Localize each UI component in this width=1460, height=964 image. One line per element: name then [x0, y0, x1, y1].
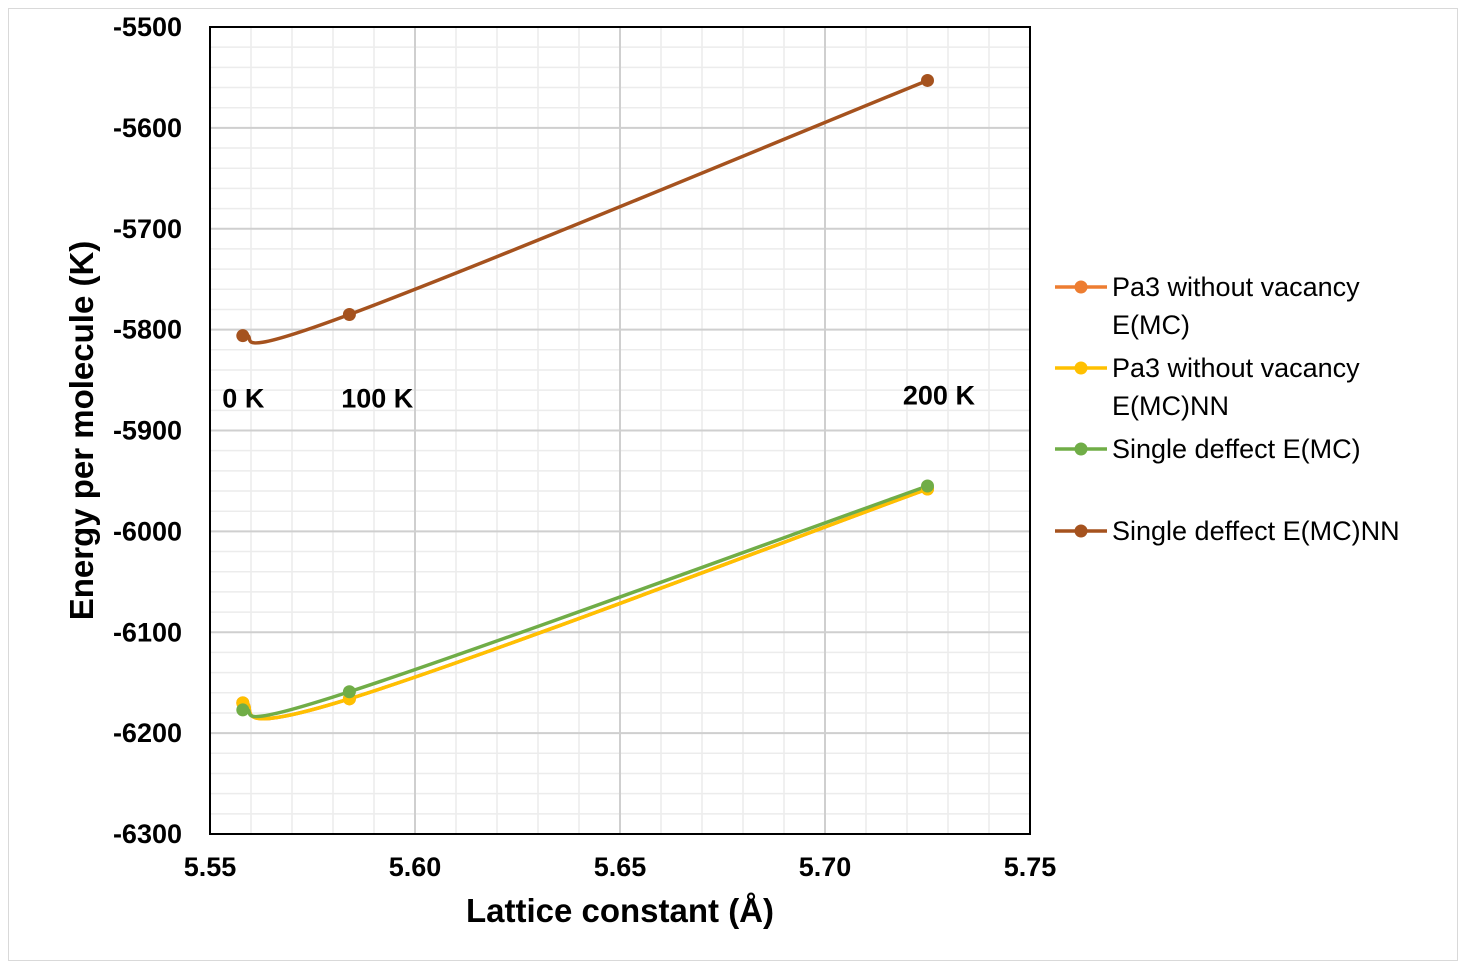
- x-tick-label: 5.60: [389, 852, 442, 882]
- x-tick-label: 5.65: [594, 852, 647, 882]
- legend-label: E(MC): [1112, 310, 1190, 340]
- temperature-label: 0 K: [222, 383, 265, 413]
- legend-marker: [1074, 442, 1088, 456]
- y-tick-label: -6100: [113, 617, 182, 647]
- temperature-annotations: 0 K 100 K 200 K: [222, 380, 975, 413]
- legend-label: E(MC)NN: [1112, 391, 1229, 421]
- data-point: [342, 685, 356, 699]
- x-tick-labels: 5.55 5.60 5.65 5.70 5.75: [184, 852, 1057, 882]
- y-tick-label: -5600: [113, 113, 182, 143]
- y-tick-label: -5900: [113, 416, 182, 446]
- y-tick-label: -5800: [113, 315, 182, 345]
- legend-item: Pa3 without vacancy E(MC)NN: [1055, 353, 1360, 421]
- legend-marker: [1074, 524, 1088, 538]
- x-tick-label: 5.55: [184, 852, 237, 882]
- x-tick-label: 5.75: [1004, 852, 1057, 882]
- legend-label: Pa3 without vacancy: [1112, 272, 1360, 302]
- y-axis-title: Energy per molecule (K): [63, 241, 100, 621]
- legend-marker: [1074, 280, 1088, 294]
- x-axis-title: Lattice constant (Å): [466, 892, 774, 929]
- data-point: [236, 329, 250, 343]
- plot-area-border: [209, 26, 1031, 835]
- legend-label: Single deffect E(MC): [1112, 434, 1361, 464]
- y-tick-labels: -5500 -5600 -5700 -5800 -5900 -6000 -6100 -6200…: [113, 12, 182, 849]
- y-tick-label: -5700: [113, 214, 182, 244]
- chart-frame: [8, 8, 1458, 961]
- temperature-label: 200 K: [903, 380, 976, 410]
- data-point: [921, 479, 934, 493]
- y-tick-label: -5500: [113, 12, 182, 42]
- legend-label: Pa3 without vacancy: [1112, 353, 1360, 383]
- data-point: [921, 73, 934, 87]
- legend-item: Single deffect E(MC)NN: [1055, 516, 1400, 546]
- y-tick-label: -6000: [113, 516, 182, 546]
- legend-item: Pa3 without vacancy E(MC): [1055, 272, 1360, 340]
- series-line-4: [241, 78, 930, 345]
- x-tick-label: 5.70: [799, 852, 852, 882]
- legend-marker: [1074, 361, 1088, 375]
- series-points: [236, 73, 934, 717]
- y-tick-label: -6200: [113, 718, 182, 748]
- data-point: [236, 703, 250, 717]
- legend-label: Single deffect E(MC)NN: [1112, 516, 1400, 546]
- series-line-3: [241, 484, 930, 719]
- series-lines: [241, 78, 930, 721]
- data-point: [342, 307, 356, 321]
- legend-item: Single deffect E(MC): [1055, 434, 1361, 464]
- temperature-label: 100 K: [341, 383, 414, 413]
- y-tick-label: -6300: [113, 819, 182, 849]
